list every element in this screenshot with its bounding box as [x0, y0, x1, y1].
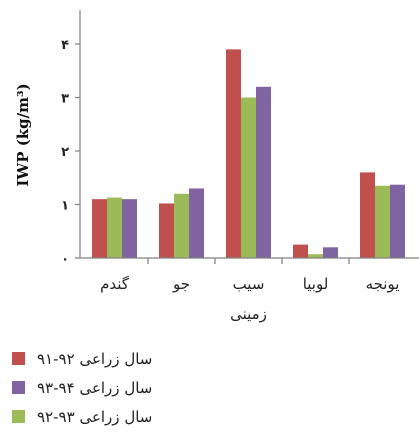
bar [122, 199, 137, 258]
bar [256, 86, 271, 258]
legend-swatch [12, 352, 25, 365]
bar [360, 172, 375, 258]
y-axis-label-group: IWP (kg/m³) [14, 83, 32, 186]
bar [241, 97, 256, 258]
category-label: لوبیا [303, 275, 329, 293]
bar [375, 185, 390, 258]
category-label: سیب [233, 275, 265, 293]
bar [159, 203, 174, 258]
bar-chart: IWP (kg/m³) ۰ ۱ ۲ ۳ ۴ گندم جو سیب زمینی لوبیا یون… [14, 10, 419, 323]
legend-swatch [12, 381, 25, 394]
legend-item: سال زراعی ۹۲-۹۱ [12, 344, 222, 373]
bar [174, 193, 189, 258]
legend-swatch [12, 410, 25, 423]
y-tick-label: ۲ [61, 145, 69, 160]
bar [226, 49, 241, 258]
bar [92, 199, 107, 258]
bar [293, 244, 308, 258]
bar [189, 188, 204, 258]
bar [390, 184, 405, 258]
y-tick-label: ۱ [61, 199, 69, 214]
y-tick-label: ۴ [61, 38, 69, 53]
legend-label: سال زراعی ۹۳-۹۲ [37, 407, 153, 426]
y-tick-label: ۰ [61, 252, 69, 267]
legend-item: سال زراعی ۹۳-۹۲ [12, 402, 222, 431]
legend-item: سال زراعی ۹۴-۹۳ [12, 373, 222, 402]
bar [323, 247, 338, 258]
category-label: یونجه [366, 275, 400, 293]
y-axis-label: IWP (kg/m³) [14, 83, 32, 186]
y-tick-label: ۳ [61, 92, 69, 107]
category-label: گندم [100, 275, 130, 293]
bars [92, 49, 405, 264]
x-axis-categories: گندم جو سیب زمینی لوبیا یونجه [100, 275, 399, 323]
bar [107, 197, 122, 258]
legend: سال زراعی ۹۲-۹۱ سال زراعی ۹۴-۹۳ سال زراعی … [12, 344, 222, 431]
category-label: زمینی [230, 305, 267, 323]
category-label: جو [172, 275, 190, 293]
legend-label: سال زراعی ۹۴-۹۳ [37, 378, 153, 397]
bar [308, 254, 323, 258]
legend-label: سال زراعی ۹۲-۹۱ [37, 349, 153, 368]
y-axis-ticks: ۰ ۱ ۲ ۳ ۴ [61, 38, 80, 267]
